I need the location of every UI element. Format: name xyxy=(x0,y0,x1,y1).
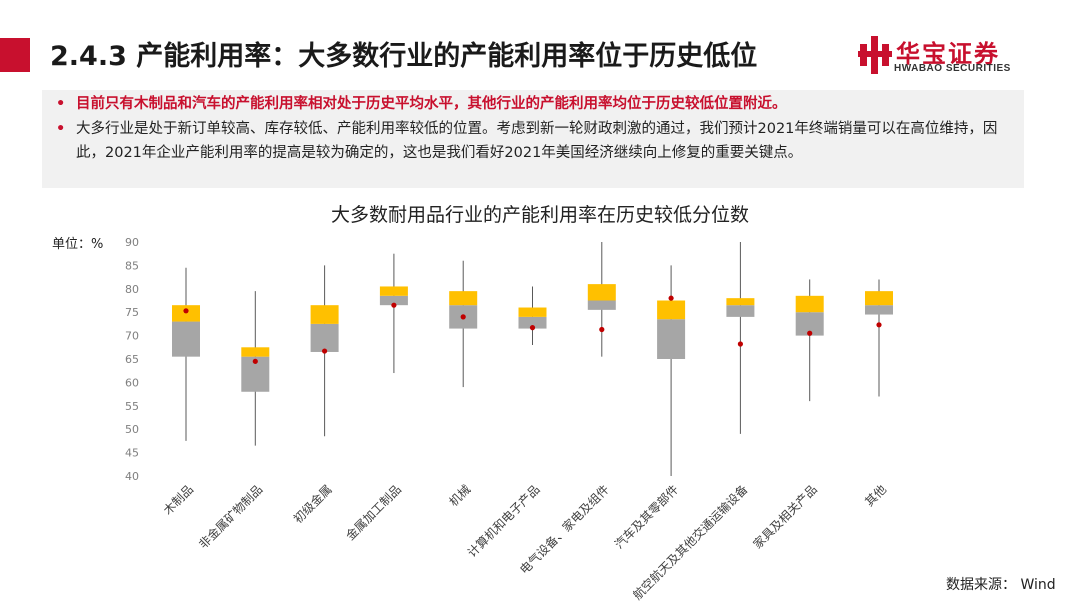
current-value-marker xyxy=(252,358,258,364)
box-upper xyxy=(310,305,339,324)
box-lower xyxy=(379,295,408,306)
box-lower xyxy=(795,312,824,336)
box-lower xyxy=(518,316,547,329)
slide-title: 2.4.3 产能利用率：大多数行业的产能利用率位于历史低位 xyxy=(50,41,758,72)
y-tick-label: 85 xyxy=(125,259,139,272)
box-upper xyxy=(449,291,478,306)
box-lower xyxy=(310,323,339,352)
current-value-marker xyxy=(322,348,328,354)
current-value-marker xyxy=(807,330,813,336)
y-tick-label: 40 xyxy=(125,470,139,483)
logo-text-en: HWABAO SECURITIES xyxy=(894,63,1011,74)
x-tick-label: 非金属矿物制品 xyxy=(195,482,265,552)
y-tick-label: 65 xyxy=(125,353,139,366)
x-tick-label: 木制品 xyxy=(161,482,196,517)
unit-label: 单位：% xyxy=(52,237,104,252)
box-upper xyxy=(726,298,755,306)
x-tick-label: 汽车及其零部件 xyxy=(611,482,681,552)
data-source: 数据来源： Wind xyxy=(946,577,1056,593)
bullet-box: • 目前只有木制品和汽车的产能利用率相对处于历史平均水平，其他行业的产能利用率均… xyxy=(42,90,1024,188)
box-upper xyxy=(518,307,547,317)
x-tick-label: 初级金属 xyxy=(290,482,335,527)
logo-text-cn: 华宝证券 xyxy=(896,40,1000,68)
box-lower xyxy=(587,300,616,310)
y-tick-label: 55 xyxy=(125,400,139,413)
y-tick-label: 60 xyxy=(125,376,139,389)
bullet-marker: • xyxy=(56,121,66,137)
y-tick-label: 90 xyxy=(125,236,139,249)
current-value-marker xyxy=(599,326,605,333)
current-value-marker xyxy=(460,314,466,320)
y-tick-label: 45 xyxy=(125,447,139,460)
y-tick-label: 70 xyxy=(125,330,139,343)
current-value-marker xyxy=(737,341,744,347)
box-upper xyxy=(587,284,616,301)
x-tick-label: 机械 xyxy=(446,482,474,510)
current-value-marker xyxy=(876,322,882,328)
box-upper xyxy=(795,295,824,313)
current-value-marker xyxy=(391,302,397,308)
x-tick-label: 家具及相关产品 xyxy=(750,482,820,552)
box-lower xyxy=(865,305,893,315)
box-upper xyxy=(865,291,893,306)
box-upper xyxy=(379,286,408,296)
y-tick-label: 50 xyxy=(125,423,139,436)
x-tick-label: 计算机和电子产品 xyxy=(464,482,542,560)
x-tick-label: 其他 xyxy=(862,482,889,509)
chart-title: 大多数耐用品行业的产能利用率在历史较低分位数 xyxy=(330,204,749,226)
box-lower xyxy=(726,305,755,317)
box-upper xyxy=(657,300,686,320)
current-value-marker xyxy=(529,325,536,331)
bullet-text-2: 大多行业是处于新订单较高、库存较低、产能利用率较低的位置。考虑到新一轮财政刺激的… xyxy=(76,121,998,161)
box-upper xyxy=(241,347,270,357)
bullet-text-1: 目前只有木制品和汽车的产能利用率相对处于历史平均水平，其他行业的产能利用率均位于… xyxy=(76,96,787,112)
logo-mark-icon xyxy=(858,36,892,74)
title-accent-bar xyxy=(0,38,30,72)
box-lower xyxy=(657,319,686,359)
current-value-marker xyxy=(668,295,674,301)
y-tick-label: 80 xyxy=(125,283,139,296)
box-lower xyxy=(172,321,200,357)
y-tick-label: 75 xyxy=(125,306,139,319)
brand-logo: 华宝证券 HWABAO SECURITIES xyxy=(858,34,1038,76)
x-tick-label: 航空航天及其他交通运输设备 xyxy=(630,482,751,603)
x-tick-label: 金属加工制品 xyxy=(342,482,404,544)
current-value-marker xyxy=(183,308,189,314)
bullet-marker: • xyxy=(56,96,66,112)
